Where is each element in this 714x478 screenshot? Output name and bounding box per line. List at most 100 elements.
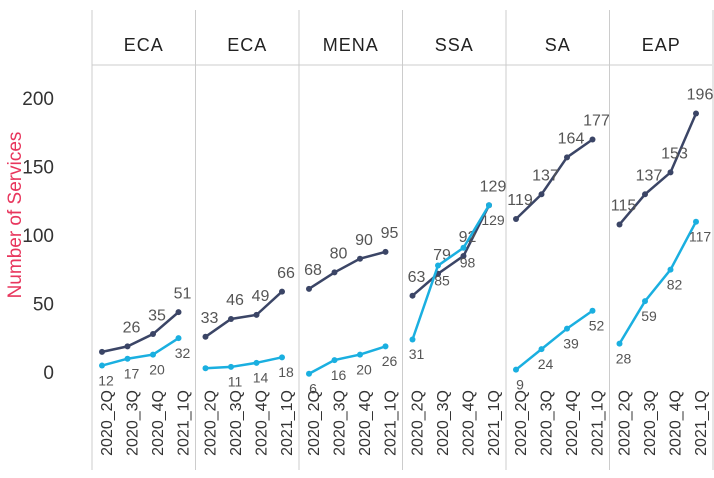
data-label: 117 (689, 228, 712, 244)
x-tick-label: 2020_3Q (539, 390, 556, 456)
y-tick-label: 100 (22, 226, 54, 247)
point (253, 311, 260, 318)
data-label: 9 (516, 376, 524, 392)
x-tick-label: 2020_4Q (254, 390, 271, 456)
point (124, 343, 131, 350)
data-label: 129 (481, 212, 505, 228)
x-tick-label: 2021_1Q (590, 390, 607, 456)
point (228, 363, 234, 370)
data-label: 39 (563, 335, 579, 351)
x-tick-label: 2020_2Q (306, 390, 323, 456)
point (513, 215, 519, 222)
series-line (308, 250, 386, 290)
point (202, 333, 209, 340)
point (409, 336, 416, 343)
x-tick-label: 2020_4Q (357, 390, 374, 456)
data-label: 51 (174, 285, 192, 302)
data-label: 26 (123, 320, 141, 337)
point (150, 351, 156, 358)
point (538, 346, 545, 353)
data-label: 137 (532, 168, 559, 185)
x-tick-label: 2020_3Q (228, 390, 245, 456)
x-tick-label: 2020_4Q (668, 390, 685, 456)
data-label: 95 (381, 225, 399, 242)
data-label: 11 (228, 374, 243, 390)
point (357, 255, 363, 262)
data-label: 35 (148, 307, 166, 324)
x-tick-label: 2020_4Q (564, 390, 581, 456)
x-tick-label: 2020_3Q (435, 390, 452, 456)
data-label: 24 (538, 356, 554, 372)
data-label: 63 (408, 269, 426, 286)
point (589, 136, 596, 143)
point (693, 110, 699, 117)
point (150, 331, 156, 338)
point (253, 359, 260, 366)
y-tick-label: 0 (43, 363, 54, 384)
data-label: 129 (480, 178, 507, 195)
data-label: 49 (252, 288, 270, 305)
point (642, 298, 648, 305)
data-label: 33 (201, 310, 219, 327)
point (99, 348, 105, 355)
point (616, 221, 623, 228)
point (460, 244, 467, 251)
series-line (308, 345, 386, 375)
data-label: 14 (253, 370, 269, 386)
y-axis-title: Number of Services (5, 132, 26, 299)
point (331, 269, 338, 276)
x-tick-label: 2021_1Q (279, 390, 296, 456)
point (279, 288, 285, 295)
point (667, 169, 674, 176)
data-label: 119 (507, 192, 533, 209)
point (279, 354, 285, 361)
x-tick-label: 2020_4Q (461, 390, 478, 456)
data-label: 85 (434, 272, 450, 288)
y-tick-label: 150 (22, 158, 54, 179)
data-label: 177 (583, 113, 610, 130)
x-tick-label: 2021_1Q (693, 390, 710, 456)
panel-title: ECA (124, 35, 164, 55)
point (99, 362, 105, 369)
data-label: 153 (661, 146, 688, 163)
point (306, 370, 312, 377)
point (486, 202, 492, 209)
data-label: 115 (611, 198, 637, 215)
point (564, 325, 570, 332)
point (616, 340, 623, 347)
panel-title: ECA (227, 35, 267, 55)
point (306, 285, 312, 292)
panel-title: SA (545, 35, 571, 55)
x-tick-label: 2021_1Q (176, 390, 193, 456)
data-label: 6 (309, 380, 317, 396)
point (435, 262, 441, 269)
point (175, 309, 182, 316)
point (589, 307, 596, 314)
data-label: 12 (98, 372, 114, 388)
data-label: 28 (616, 350, 632, 366)
point (642, 191, 648, 198)
point (175, 335, 182, 342)
data-label: 46 (226, 292, 244, 309)
series-line (101, 311, 180, 354)
series-line (205, 356, 283, 370)
data-label: 196 (687, 87, 714, 104)
y-tick-label: 200 (22, 89, 54, 110)
point (693, 218, 699, 225)
series-line (618, 221, 698, 345)
x-tick-label: 2020_2Q (99, 390, 116, 456)
point (460, 252, 467, 259)
x-tick-label: 2020_2Q (203, 390, 220, 456)
data-label: 17 (124, 365, 140, 381)
point (667, 266, 674, 273)
point (228, 315, 234, 322)
data-label: 66 (277, 265, 295, 282)
y-tick-label: 50 (33, 295, 54, 316)
x-tick-label: 2020_3Q (125, 390, 142, 456)
data-label: 16 (331, 367, 347, 383)
point (382, 248, 389, 255)
data-label: 80 (330, 246, 348, 263)
x-tick-label: 2021_1Q (383, 390, 400, 456)
data-label: 82 (667, 276, 683, 292)
